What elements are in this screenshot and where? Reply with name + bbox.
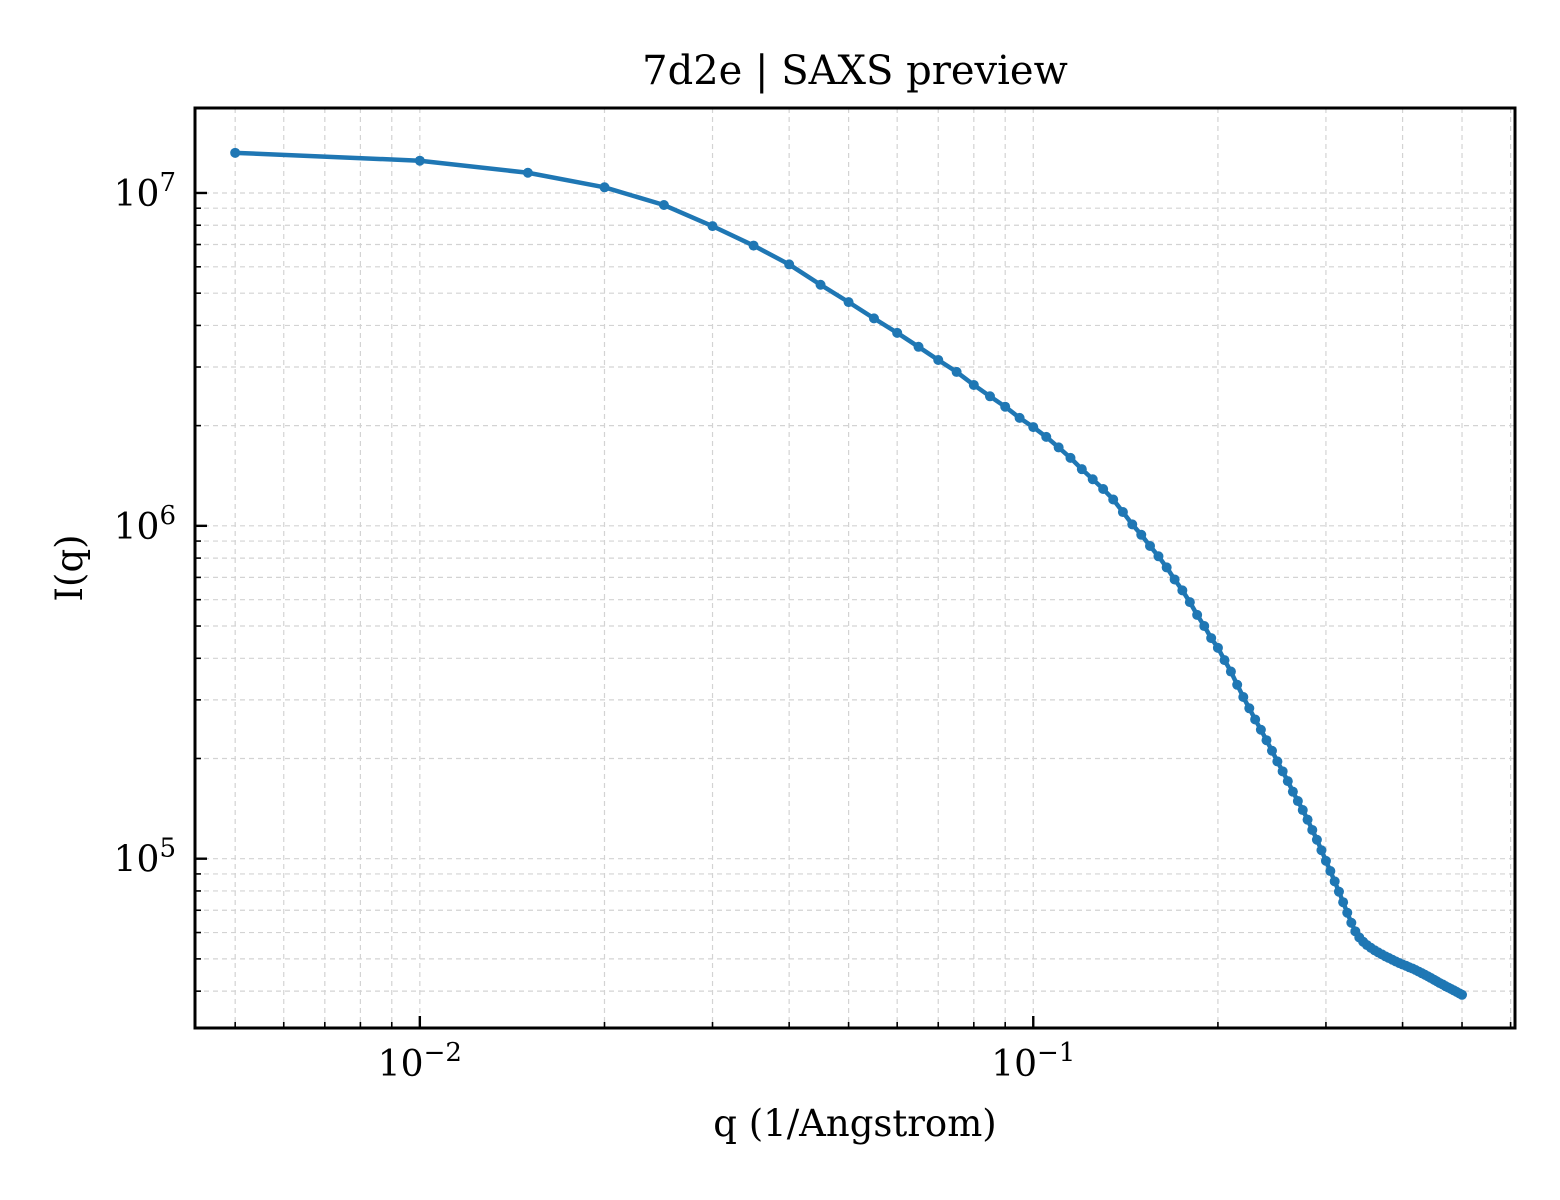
- y-tick-base: 10: [114, 174, 160, 215]
- data-point: [1255, 724, 1266, 735]
- data-point: [1028, 422, 1039, 433]
- data-point: [1311, 834, 1322, 845]
- data-point: [784, 259, 795, 270]
- data-point: [933, 354, 944, 365]
- data-point: [843, 297, 854, 308]
- data-point: [1136, 529, 1147, 540]
- data-point: [1325, 866, 1336, 877]
- y-tick-exponent: 6: [159, 501, 176, 531]
- data-point: [1329, 876, 1340, 887]
- y-tick-label: 106: [114, 501, 176, 548]
- y-tick-label: 105: [114, 834, 176, 881]
- chart-title: 7d2e | SAXS preview: [642, 48, 1068, 94]
- x-tick-label: 10−2: [378, 1038, 462, 1085]
- data-point: [868, 313, 879, 324]
- data-point: [522, 167, 533, 178]
- data-point: [1098, 484, 1109, 495]
- data-point: [1287, 786, 1298, 797]
- data-point: [1238, 692, 1249, 703]
- data-point: [1206, 633, 1217, 644]
- data-point: [1161, 562, 1172, 573]
- data-point: [707, 221, 718, 232]
- data-point: [1261, 735, 1272, 746]
- data-point: [1177, 585, 1188, 596]
- data-point: [1065, 452, 1076, 463]
- data-point: [1169, 574, 1180, 585]
- data-point: [1087, 474, 1098, 485]
- y-tick-label: 107: [114, 168, 176, 215]
- data-point: [1292, 796, 1303, 807]
- data-point: [1076, 464, 1087, 475]
- data-point: [1302, 814, 1313, 825]
- data-point: [1333, 886, 1344, 897]
- x-tick-labels: 10−2 10−1: [378, 1038, 1076, 1085]
- x-tick-base: 10: [991, 1044, 1037, 1085]
- data-point: [1145, 540, 1156, 551]
- data-point: [1192, 609, 1203, 620]
- data-point: [230, 147, 241, 158]
- data-point: [1117, 507, 1128, 518]
- y-tick-exponent: 5: [159, 834, 176, 864]
- data-point: [1272, 756, 1283, 767]
- data-point: [1219, 655, 1230, 666]
- data-point: [1199, 621, 1210, 632]
- y-tick-base: 10: [114, 840, 160, 881]
- data-point: [1244, 703, 1255, 714]
- data-point: [1000, 401, 1011, 412]
- x-tick-exponent: −2: [424, 1038, 462, 1068]
- x-axis-label: q (1/Angstrom): [713, 1102, 996, 1145]
- x-tick-exponent: −1: [1037, 1038, 1075, 1068]
- data-point: [1232, 679, 1243, 690]
- data-point: [1342, 907, 1353, 918]
- data-point: [1277, 766, 1288, 777]
- data-point: [1153, 551, 1164, 562]
- data-point: [1307, 824, 1318, 835]
- data-point: [1316, 845, 1327, 856]
- data-point: [984, 391, 995, 402]
- data-point: [599, 182, 610, 193]
- data-point: [968, 379, 979, 390]
- data-point: [951, 366, 962, 377]
- data-point: [913, 341, 924, 352]
- data-point: [1053, 442, 1064, 453]
- data-point: [892, 327, 903, 338]
- x-tick-base: 10: [378, 1044, 424, 1085]
- data-point: [414, 155, 425, 166]
- y-tick-base: 10: [114, 507, 160, 548]
- data-point: [1282, 776, 1293, 787]
- series-layer: [230, 147, 1468, 1000]
- y-axis-label: I(q): [48, 534, 91, 601]
- data-point: [1346, 917, 1357, 928]
- data-point: [815, 279, 826, 290]
- data-point: [1266, 745, 1277, 756]
- data-point: [1041, 431, 1052, 442]
- data-point: [1320, 855, 1331, 866]
- data-point: [748, 240, 759, 251]
- data-point: [1338, 897, 1349, 908]
- y-tick-exponent: 7: [159, 168, 176, 198]
- plot-frame: [193, 106, 1517, 1030]
- data-point: [1184, 597, 1195, 608]
- data-point: [658, 200, 669, 211]
- data-point: [1457, 989, 1468, 1000]
- data-point: [1127, 519, 1138, 530]
- data-point: [1212, 642, 1223, 653]
- data-point: [1250, 714, 1261, 725]
- data-point: [1225, 666, 1236, 677]
- data-point: [1297, 805, 1308, 816]
- data-point: [1108, 494, 1119, 505]
- data-point: [1014, 412, 1025, 423]
- x-tick-label: 10−1: [991, 1038, 1075, 1085]
